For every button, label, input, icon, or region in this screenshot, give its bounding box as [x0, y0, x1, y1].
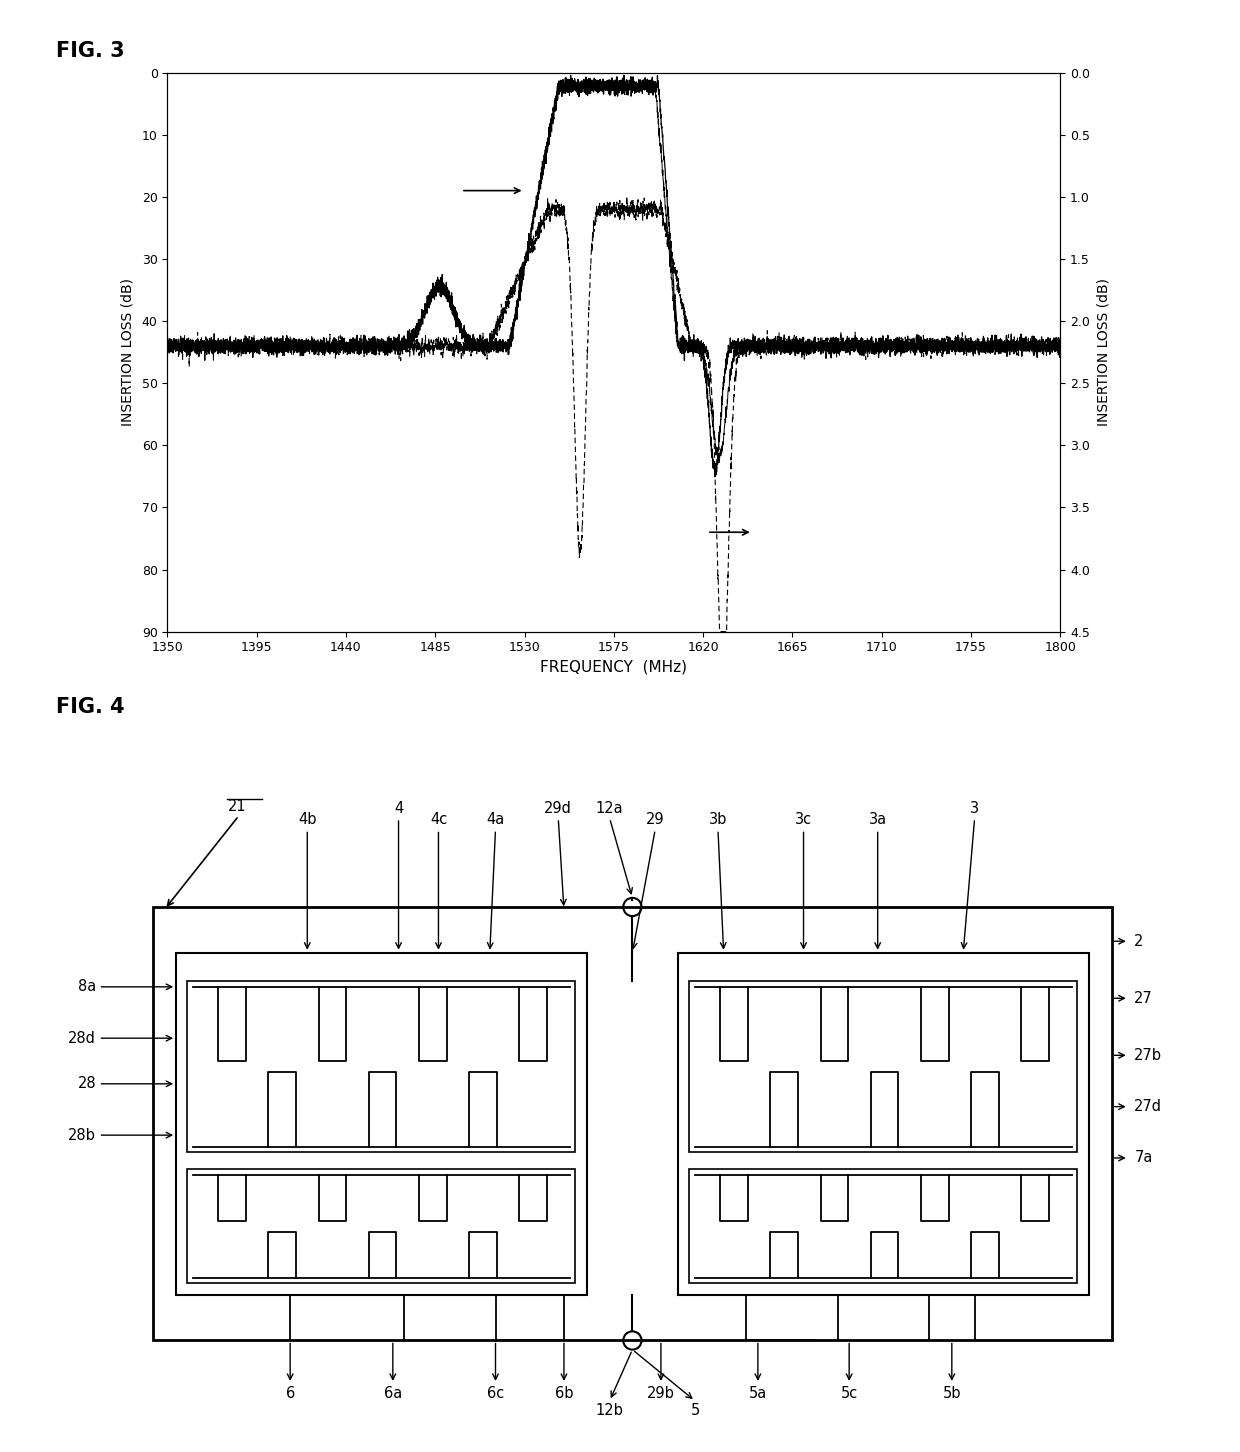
Text: FIG. 4: FIG. 4 [56, 697, 124, 717]
Text: 3a: 3a [868, 812, 887, 828]
Text: 4b: 4b [298, 812, 316, 828]
Text: 28b: 28b [68, 1128, 97, 1143]
Text: 5: 5 [691, 1403, 699, 1419]
Bar [689, 982, 1078, 1153]
Text: 28d: 28d [68, 1031, 97, 1045]
Text: 27d: 27d [1135, 1099, 1162, 1114]
Text: 6b: 6b [554, 1387, 573, 1401]
Bar [154, 908, 1111, 1340]
Text: 28: 28 [78, 1076, 97, 1092]
Text: 2: 2 [1135, 934, 1143, 948]
Text: 5c: 5c [841, 1387, 858, 1401]
Bar [689, 1169, 1078, 1284]
Text: 4a: 4a [486, 812, 505, 828]
Text: 3: 3 [970, 800, 980, 816]
Text: 29b: 29b [647, 1387, 675, 1401]
Text: 12a: 12a [595, 800, 624, 816]
Text: 6a: 6a [383, 1387, 402, 1401]
Text: 4c: 4c [430, 812, 448, 828]
Text: 3b: 3b [709, 812, 727, 828]
Text: 4: 4 [394, 800, 403, 816]
Bar [176, 953, 587, 1295]
Text: 8a: 8a [78, 979, 97, 995]
Y-axis label: INSERTION LOSS (dB): INSERTION LOSS (dB) [120, 279, 135, 425]
Text: 12b: 12b [595, 1403, 624, 1419]
Bar [678, 953, 1089, 1295]
Text: 5b: 5b [942, 1387, 961, 1401]
X-axis label: FREQUENCY  (MHz): FREQUENCY (MHz) [541, 659, 687, 675]
Text: 27b: 27b [1135, 1048, 1162, 1063]
Y-axis label: INSERTION LOSS (dB): INSERTION LOSS (dB) [1097, 279, 1111, 425]
Text: 27: 27 [1135, 990, 1153, 1006]
Text: 29d: 29d [544, 800, 572, 816]
Text: 6: 6 [285, 1387, 295, 1401]
Text: 29: 29 [646, 812, 665, 828]
Bar [187, 982, 575, 1153]
Text: 21: 21 [227, 799, 246, 813]
Text: 5a: 5a [749, 1387, 768, 1401]
Text: 7a: 7a [1135, 1150, 1153, 1166]
Text: 6c: 6c [487, 1387, 505, 1401]
Bar [187, 1169, 575, 1284]
Text: 3c: 3c [795, 812, 812, 828]
Text: FIG. 3: FIG. 3 [56, 41, 124, 61]
